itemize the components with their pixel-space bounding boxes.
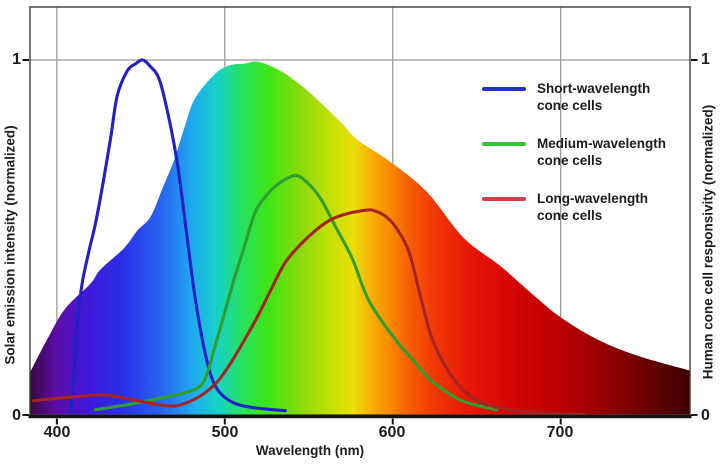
legend-label-long: Long-wavelength cone cells (537, 191, 648, 223)
x-tick-label-500: 500 (211, 424, 239, 441)
y-axis-label-right: Human cone cell responsivity (normalized… (700, 104, 716, 380)
legend-item-short-wavelength: Short-wavelength cone cells (482, 80, 679, 114)
x-tick-label-400: 400 (43, 424, 71, 441)
legend-label-short: Short-wavelength cone cells (537, 81, 651, 113)
y-tick-label-right-0: 0 (701, 407, 710, 424)
legend-line-short-icon (482, 87, 526, 91)
x-tick-label-600: 600 (378, 424, 406, 441)
y-tick-label-right-1: 1 (701, 51, 710, 68)
legend-label-medium: Medium-wavelength cone cells (537, 136, 667, 168)
y-axis-label-left: Solar emission intensity (normalized) (2, 125, 18, 365)
legend-item-medium-wavelength: Medium-wavelength cone cells (482, 135, 679, 169)
x-tick-label-700: 700 (546, 424, 574, 441)
y-tick-label-left-1: 1 (12, 51, 21, 68)
x-axis-label: Wavelength (nm) (255, 443, 365, 458)
legend-line-long-icon (482, 197, 526, 201)
legend-line-medium-icon (482, 142, 526, 146)
legend-item-long-wavelength: Long-wavelength cone cells (482, 190, 679, 224)
legend: Short-wavelength cone cells Medium-wavel… (482, 80, 679, 224)
y-tick-label-left-0: 0 (12, 407, 21, 424)
